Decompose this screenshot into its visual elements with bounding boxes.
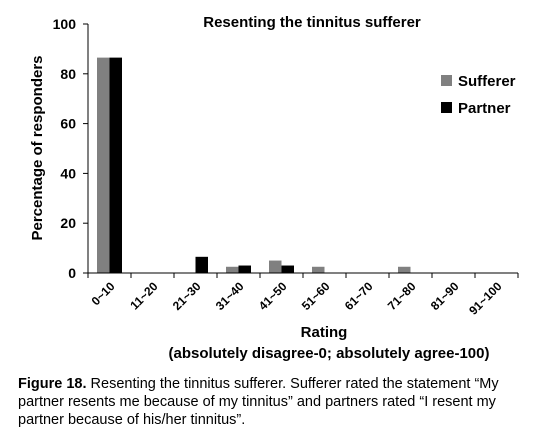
y-tick-label: 40 [60, 165, 76, 181]
figure-caption: Figure 18. Resenting the tinnitus suffer… [18, 375, 544, 429]
figure-label: Figure 18. [18, 376, 87, 392]
axes [87, 24, 518, 274]
x-tick-label: 41~50 [256, 279, 290, 313]
bar-partner [238, 265, 251, 273]
chart-title: Resenting the tinnitus sufferer [203, 14, 421, 31]
x-axis-label: Rating [301, 324, 348, 341]
y-tick-label: 0 [68, 265, 76, 281]
x-tick-label: 61~70 [342, 279, 376, 313]
x-tick-label: 81~90 [428, 279, 462, 313]
y-tick-label: 60 [60, 116, 76, 132]
x-tick-label: 31~40 [213, 279, 247, 313]
bar-sufferer [97, 57, 110, 273]
y-tick-label: 100 [53, 16, 77, 32]
bar-partner [195, 256, 208, 273]
bar-sufferer [398, 266, 411, 273]
legend: Sufferer Partner [441, 73, 516, 117]
legend-label-partner: Partner [458, 100, 511, 117]
y-axis-ticks: 0 20 40 60 80 100 [53, 16, 88, 281]
bars [97, 57, 411, 273]
bar-chart: Resenting the tinnitus sufferer Percenta… [29, 14, 519, 362]
y-axis-label: Percentage of responders [29, 55, 46, 240]
bar-sufferer [312, 266, 325, 273]
x-axis-ticks: 0~10 11~20 21~30 31~40 41~50 51~60 61~70 71~80 8… [87, 273, 519, 318]
legend-swatch-partner [441, 102, 452, 113]
x-tick-label: 51~60 [299, 279, 333, 313]
figure-caption-text: Resenting the tinnitus sufferer. Suffere… [18, 376, 499, 428]
bar-sufferer [269, 260, 282, 273]
x-tick-label: 71~80 [385, 279, 419, 313]
x-tick-label: 91~100 [466, 279, 505, 318]
x-tick-label: 0~10 [89, 279, 118, 308]
bar-partner [281, 265, 294, 273]
x-axis-sublabel: (absolutely disagree-0; absolutely agree… [169, 345, 490, 362]
x-tick-label: 11~20 [127, 279, 160, 312]
y-tick-label: 20 [60, 215, 76, 231]
y-tick-label: 80 [60, 66, 76, 82]
x-tick-label: 21~30 [170, 279, 204, 313]
legend-swatch-sufferer [441, 75, 452, 86]
bar-partner [109, 57, 122, 273]
legend-label-sufferer: Sufferer [458, 73, 516, 90]
bar-sufferer [226, 266, 239, 273]
